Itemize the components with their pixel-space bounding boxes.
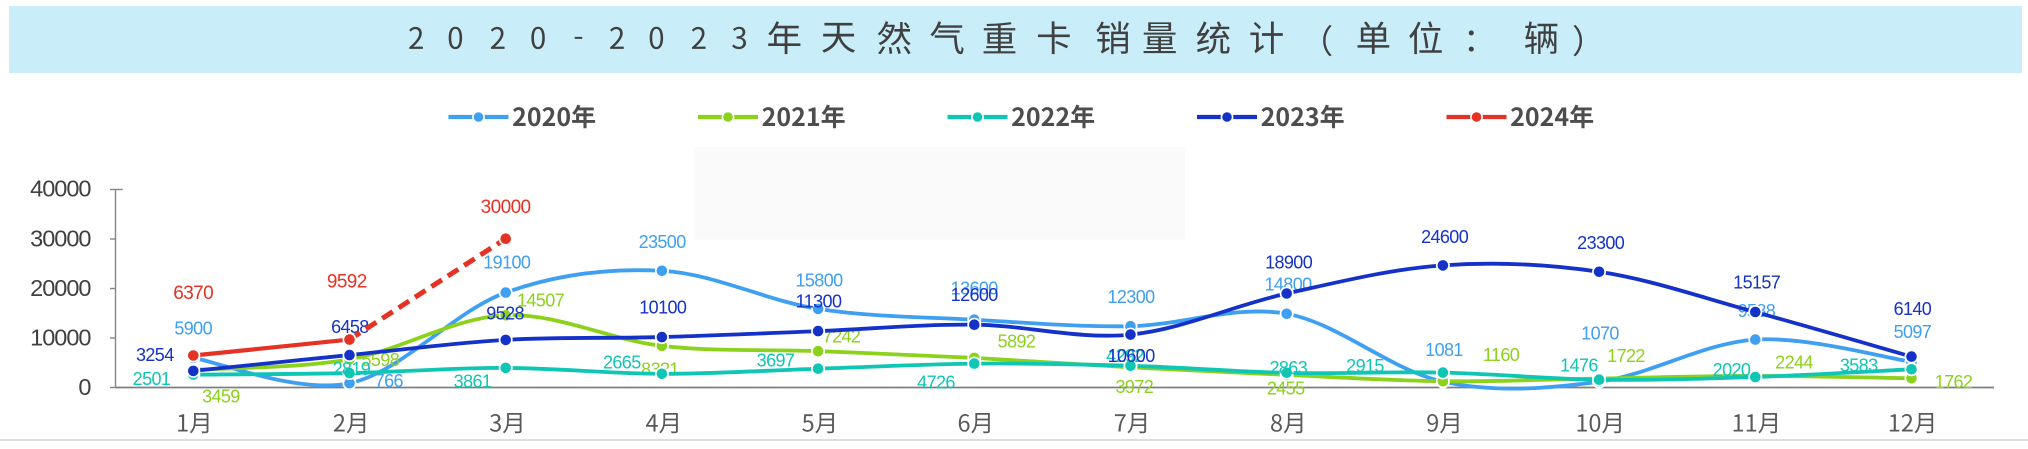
svg-text:1476: 1476 xyxy=(1560,355,1598,375)
svg-text:3697: 3697 xyxy=(757,351,795,371)
svg-text:5598: 5598 xyxy=(361,350,399,370)
svg-text:2455: 2455 xyxy=(1267,379,1305,399)
svg-text:6458: 6458 xyxy=(331,317,369,337)
svg-text:6370: 6370 xyxy=(173,283,213,304)
svg-text:11300: 11300 xyxy=(796,292,842,312)
svg-text:30000: 30000 xyxy=(30,225,91,251)
svg-text:5900: 5900 xyxy=(174,319,212,339)
svg-text:2863: 2863 xyxy=(1269,358,1307,378)
svg-text:4292: 4292 xyxy=(1106,346,1144,366)
svg-text:2915: 2915 xyxy=(1346,356,1384,376)
svg-text:6140: 6140 xyxy=(1894,299,1932,319)
svg-text:2665: 2665 xyxy=(603,352,641,372)
svg-text:30000: 30000 xyxy=(481,197,531,218)
svg-text:766: 766 xyxy=(375,371,404,391)
svg-text:0: 0 xyxy=(78,374,91,400)
svg-text:2819: 2819 xyxy=(333,359,371,379)
svg-text:10100: 10100 xyxy=(639,297,687,317)
svg-text:5892: 5892 xyxy=(998,332,1036,352)
svg-text:9528: 9528 xyxy=(486,303,524,323)
svg-text:12600: 12600 xyxy=(951,285,999,305)
svg-text:10600: 10600 xyxy=(1108,346,1156,366)
svg-text:14507: 14507 xyxy=(517,290,565,310)
svg-text:23500: 23500 xyxy=(639,232,687,252)
svg-text:18900: 18900 xyxy=(1265,253,1313,273)
svg-text:13600: 13600 xyxy=(951,278,999,298)
svg-text:3861: 3861 xyxy=(454,372,492,392)
svg-text:3254: 3254 xyxy=(136,345,174,365)
svg-text:9592: 9592 xyxy=(327,272,367,293)
svg-text:3583: 3583 xyxy=(1840,355,1878,375)
svg-text:12300: 12300 xyxy=(1107,287,1155,307)
svg-text:1722: 1722 xyxy=(1607,346,1645,366)
svg-text:20000: 20000 xyxy=(30,275,91,301)
svg-text:40000: 40000 xyxy=(30,176,91,202)
svg-text:3459: 3459 xyxy=(202,387,240,407)
svg-text:5097: 5097 xyxy=(1894,322,1932,342)
svg-text:2501: 2501 xyxy=(133,369,171,389)
svg-text:2020: 2020 xyxy=(1713,360,1751,380)
svg-text:2244: 2244 xyxy=(1775,352,1813,372)
svg-text:1081: 1081 xyxy=(1425,340,1463,360)
svg-text:1762: 1762 xyxy=(1935,372,1973,392)
svg-text:1070: 1070 xyxy=(1581,324,1619,344)
svg-text:3972: 3972 xyxy=(1115,377,1153,397)
svg-text:19100: 19100 xyxy=(483,253,531,273)
svg-text:1160: 1160 xyxy=(1483,345,1520,365)
svg-text:4726: 4726 xyxy=(917,372,955,392)
svg-text:24600: 24600 xyxy=(1421,227,1469,247)
svg-text:15800: 15800 xyxy=(795,270,843,290)
svg-text:10000: 10000 xyxy=(30,324,91,350)
svg-text:15157: 15157 xyxy=(1733,273,1781,293)
svg-text:23300: 23300 xyxy=(1577,233,1625,253)
